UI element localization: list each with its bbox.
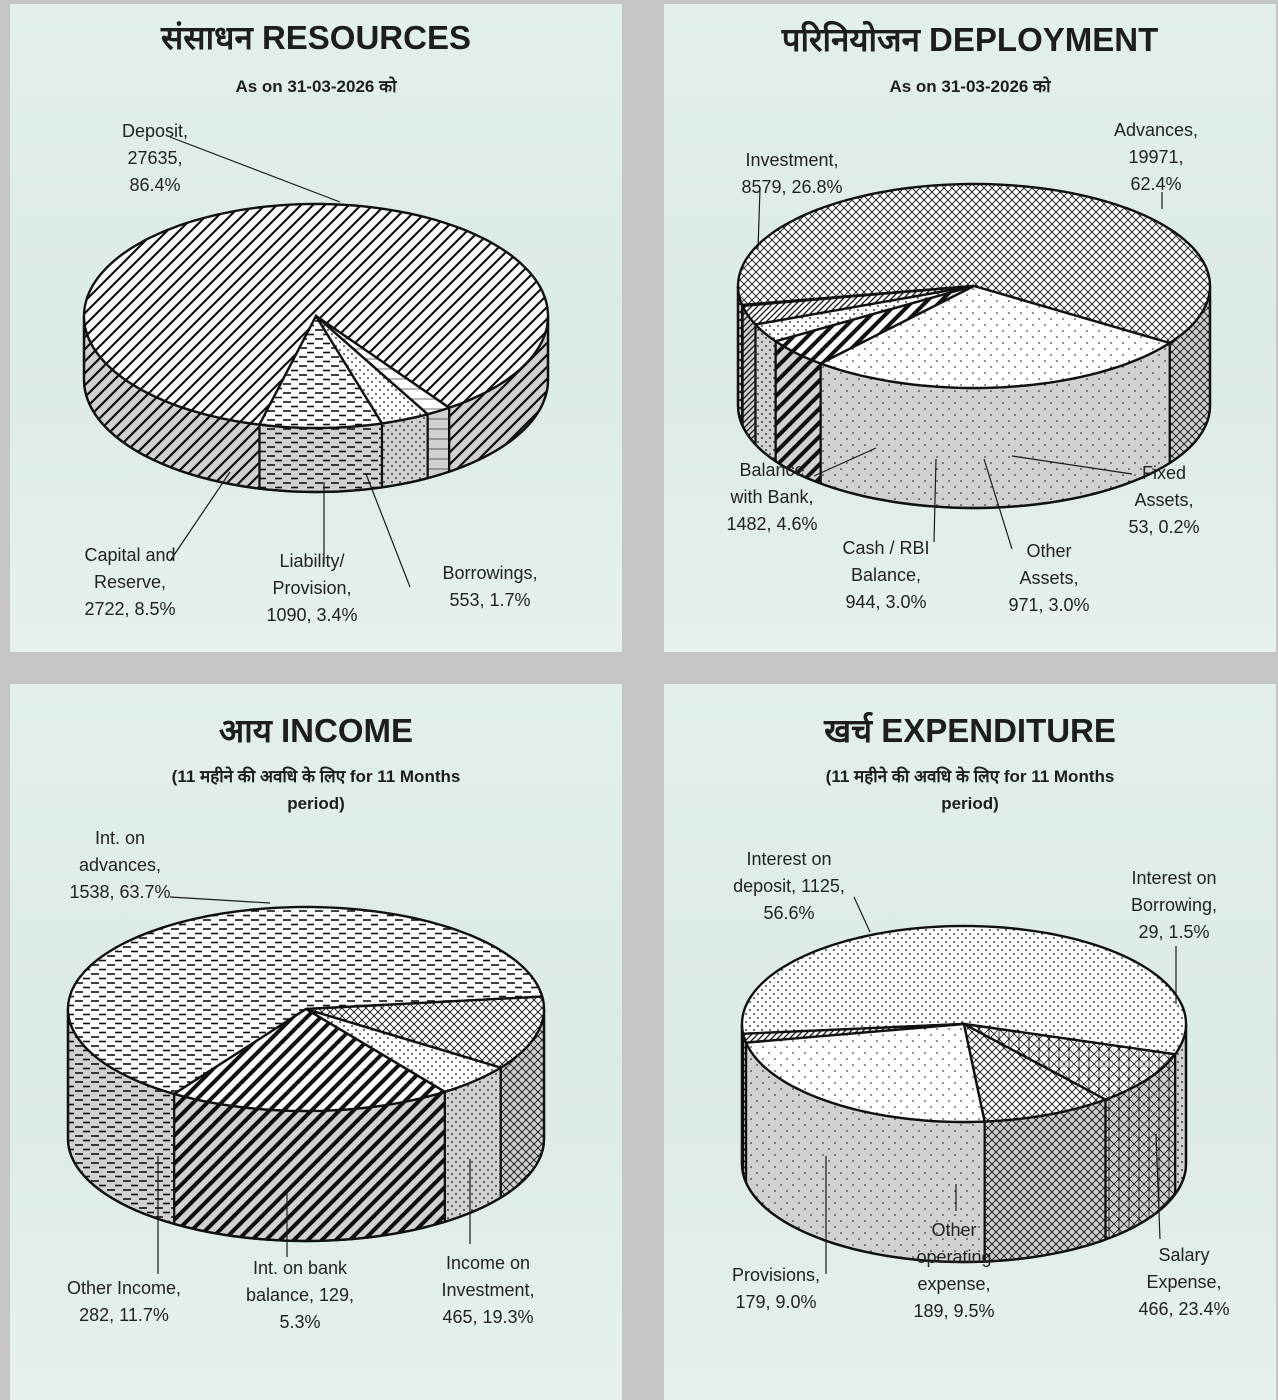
slice-income-on-investment bbox=[171, 1007, 448, 1113]
label-capital-and-reserve: Capital and Reserve, 2722, 8.5% bbox=[84, 545, 175, 619]
label-deposit: Deposit, 27635, 86.4% bbox=[122, 121, 188, 195]
deployment-top-slices bbox=[736, 182, 1212, 390]
leader-interest-on-deposit bbox=[853, 896, 871, 933]
side-shade-int-on-advances bbox=[68, 1009, 175, 1224]
side-shade-other-income bbox=[500, 1009, 544, 1198]
side-shade-cash-rbi-balance bbox=[755, 324, 776, 462]
leader-borrowings bbox=[365, 473, 411, 588]
leader-cash-rbi-balance bbox=[933, 458, 937, 543]
slice-cash-rbi-balance bbox=[753, 284, 975, 343]
label-interest-on-borrowing: Interest on Borrowing, 29, 1.5% bbox=[1131, 868, 1217, 942]
leader-deposit bbox=[169, 136, 341, 203]
leader-other-assets bbox=[983, 458, 1013, 550]
expenditure-top-slices bbox=[740, 924, 1188, 1124]
resources-title: संसाधन RESOURCES bbox=[160, 19, 471, 56]
label-int-on-bank-balance: Int. on bank balance, 129, 5.3% bbox=[246, 1258, 354, 1332]
label-other-assets: Other Assets, 971, 3.0% bbox=[1008, 541, 1089, 615]
label-fixed-assets: Fixed Assets, 53, 0.2% bbox=[1128, 463, 1199, 537]
slice-advances bbox=[736, 182, 1212, 345]
leader-capital-and-reserve bbox=[169, 471, 231, 562]
side-shade-income-on-investment bbox=[174, 1091, 445, 1241]
label-int-on-advances: Int. on advances, 1538, 63.7% bbox=[69, 828, 170, 902]
income-top-slices bbox=[66, 905, 546, 1113]
side-shade-balance-with-bank bbox=[775, 341, 821, 484]
slice-interest-on-deposit bbox=[740, 924, 1188, 1056]
resources-top-slices bbox=[82, 202, 550, 430]
slice-salary-expense bbox=[744, 1022, 987, 1124]
resources-base-rim bbox=[82, 379, 550, 494]
deployment-base-rim bbox=[736, 405, 1212, 510]
label-investment: Investment, 8579, 26.8% bbox=[741, 150, 842, 197]
leader-balance-with-bank bbox=[813, 447, 877, 477]
leader-int-on-advances bbox=[169, 896, 271, 904]
income-panel: आय INCOME (11 महीने की अवधि के लिए for 11… bbox=[10, 684, 622, 1400]
expenditure-base-rim bbox=[740, 1163, 1188, 1264]
side-shade-liability-provision bbox=[382, 414, 428, 488]
label-other-income: Other Income, 282, 11.7% bbox=[67, 1278, 181, 1325]
side-shade-deposit bbox=[449, 316, 548, 472]
slice-capital-and-reserve bbox=[257, 313, 384, 430]
slice-other-operating-expense bbox=[962, 1021, 1109, 1123]
label-cash-rbi-balance: Cash / RBI Balance, 944, 3.0% bbox=[842, 538, 929, 612]
side-shade-interest-on-deposit bbox=[1175, 1024, 1186, 1195]
resources-chart: संसाधन RESOURCES As on 31-03-2026 को Depos… bbox=[82, 19, 550, 625]
side-shade-int-on-bank-balance bbox=[444, 1067, 501, 1222]
deployment-panel: परिनियोजन DEPLOYMENT As on 31-03-2026 को A… bbox=[664, 4, 1276, 652]
label-balance-with-bank: Balance with Bank, 1482, 4.6% bbox=[726, 460, 817, 534]
slice-int-on-bank-balance bbox=[305, 1007, 504, 1094]
label-liability-provision: Liability/Provision, 1090, 3.4% bbox=[266, 551, 357, 625]
label-income-on-investment: Income on Investment, 465, 19.3% bbox=[441, 1253, 534, 1327]
slice-investment bbox=[817, 284, 1173, 390]
slice-balance-with-bank bbox=[772, 284, 975, 365]
leader-salary-expense bbox=[1155, 1133, 1161, 1240]
leader-investment bbox=[757, 188, 761, 250]
slice-liability-provision bbox=[314, 315, 431, 425]
resources-panel: संसाधन RESOURCES As on 31-03-2026 को Depos… bbox=[10, 4, 622, 652]
income-subtitle: (11 महीने की अवधि के लिए for 11 Months pe… bbox=[172, 766, 461, 813]
deployment-title: परिनियोजन DEPLOYMENT bbox=[781, 20, 1159, 58]
slice-provisions bbox=[963, 1022, 1178, 1101]
side-shade-capital-and-reserve bbox=[259, 423, 382, 492]
side-shade-advances bbox=[1169, 286, 1210, 463]
resources-subtitle: As on 31-03-2026 को bbox=[235, 76, 397, 96]
side-shade-other-assets bbox=[742, 305, 756, 445]
label-interest-on-deposit: Interest on deposit, 1125, 56.6% bbox=[733, 849, 845, 923]
expenditure-title: खर्च EXPENDITURE bbox=[823, 711, 1116, 749]
expenditure-subtitle: (11 महीने की अवधि के लिए for 11 Months pe… bbox=[826, 766, 1115, 813]
deployment-chart: परिनियोजन DEPLOYMENT As on 31-03-2026 को A… bbox=[726, 20, 1212, 615]
leader-fixed-assets bbox=[1011, 455, 1133, 475]
slice-borrowings bbox=[315, 315, 452, 416]
side-shade-borrowings bbox=[427, 407, 450, 479]
expenditure-chart: खर्च EXPENDITURE (11 महीने की अवधि के लिए… bbox=[732, 711, 1230, 1321]
slice-int-on-advances bbox=[66, 905, 544, 1096]
label-borrowings: Borrowings, 553, 1.7% bbox=[442, 563, 537, 610]
expenditure-panel: खर्च EXPENDITURE (11 महीने की अवधि के लिए… bbox=[664, 684, 1276, 1400]
label-provisions: Provisions, 179, 9.0% bbox=[732, 1265, 820, 1312]
income-side-walls bbox=[66, 1007, 546, 1243]
income-chart: आय INCOME (11 महीने की अवधि के लिए for 11… bbox=[66, 712, 546, 1332]
income-base-rim bbox=[66, 1138, 546, 1243]
label-other-operating-expense: Other operating expense, 189, 9.5% bbox=[913, 1220, 994, 1321]
label-salary-expense: Salary Expense, 466, 23.4% bbox=[1138, 1245, 1229, 1319]
side-shade-other-operating-expense bbox=[984, 1099, 1106, 1262]
deployment-subtitle: As on 31-03-2026 को bbox=[889, 76, 1051, 96]
side-shade-salary-expense bbox=[746, 1042, 985, 1262]
income-title: आय INCOME bbox=[219, 712, 413, 749]
slice-other-income bbox=[305, 995, 546, 1069]
label-advances: Advances, 19971, 62.4% bbox=[1114, 120, 1198, 194]
